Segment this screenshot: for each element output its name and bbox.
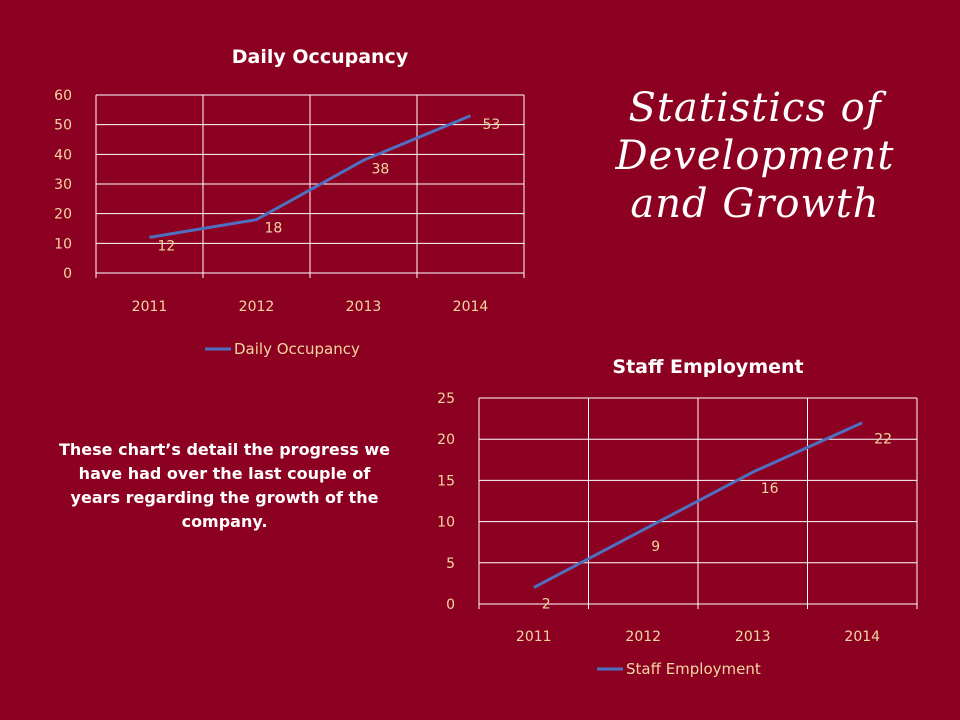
staff-x-tick-label: 2013 bbox=[735, 629, 771, 645]
occupancy-x-tick-label: 2011 bbox=[132, 299, 168, 315]
staff-y-tick-label: 25 bbox=[437, 391, 455, 407]
staff-chart-title: Staff Employment bbox=[612, 356, 803, 378]
staff-series-line bbox=[533, 421, 863, 589]
occupancy-data-label: 18 bbox=[265, 221, 283, 237]
occupancy-y-tick-label: 50 bbox=[54, 118, 72, 134]
slide-body-text: These chart’s detail the progress we hav… bbox=[58, 440, 390, 531]
staff-data-label: 16 bbox=[761, 481, 779, 497]
occupancy-y-tick-label: 0 bbox=[63, 266, 72, 282]
staff-x-tick-label: 2011 bbox=[516, 629, 552, 645]
staff-data-label: 9 bbox=[651, 539, 660, 555]
staff-x-tick-label: 2014 bbox=[844, 629, 880, 645]
occupancy-x-tick-label: 2012 bbox=[239, 299, 275, 315]
occupancy-y-tick-label: 30 bbox=[54, 177, 72, 193]
slide-title: Statistics of Development and Growth bbox=[615, 85, 895, 227]
staff-x-tick-label: 2012 bbox=[625, 629, 661, 645]
staff-y-tick-label: 20 bbox=[437, 432, 455, 448]
occupancy-x-tick-label: 2014 bbox=[453, 299, 489, 315]
staff-data-label: 22 bbox=[874, 432, 892, 448]
staff-data-label: 2 bbox=[542, 597, 551, 613]
occupancy-chart-title: Daily Occupancy bbox=[232, 46, 409, 68]
occupancy-data-label: 53 bbox=[483, 117, 501, 133]
staff-y-tick-label: 5 bbox=[446, 556, 455, 572]
occupancy-y-tick-label: 60 bbox=[54, 88, 72, 104]
occupancy-legend-label: Daily Occupancy bbox=[234, 340, 360, 358]
staff-legend-label: Staff Employment bbox=[626, 660, 761, 678]
occupancy-data-label: 12 bbox=[158, 238, 176, 254]
occupancy-x-tick-label: 2013 bbox=[346, 299, 382, 315]
occupancy-series-line bbox=[149, 114, 472, 239]
staff-y-tick-label: 10 bbox=[437, 515, 455, 531]
occupancy-y-tick-label: 40 bbox=[54, 147, 72, 163]
occupancy-y-tick-label: 10 bbox=[54, 236, 72, 252]
staff-y-tick-label: 15 bbox=[437, 473, 455, 489]
staff-y-tick-label: 0 bbox=[446, 597, 455, 613]
occupancy-data-label: 38 bbox=[372, 161, 390, 177]
occupancy-y-tick-label: 20 bbox=[54, 207, 72, 223]
